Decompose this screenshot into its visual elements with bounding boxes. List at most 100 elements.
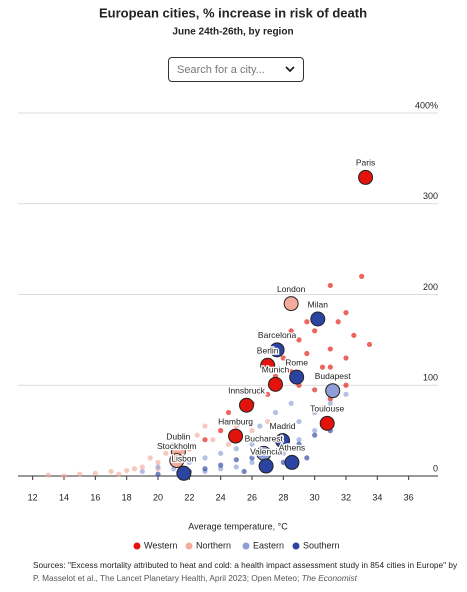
point <box>241 468 247 475</box>
point <box>124 467 130 474</box>
point <box>280 450 286 456</box>
city-point <box>228 428 244 444</box>
point <box>351 332 357 338</box>
city-point <box>284 454 300 470</box>
point <box>335 319 341 325</box>
point <box>327 346 333 352</box>
x-tick-label: 24 <box>216 492 226 502</box>
point <box>155 471 161 477</box>
city-label: Innsbruck <box>228 385 266 395</box>
point <box>233 446 239 452</box>
point <box>61 473 67 479</box>
point <box>218 450 224 456</box>
point <box>312 387 318 393</box>
city-point <box>258 458 274 474</box>
legend-marker <box>292 542 300 550</box>
y-tick-label: 400% <box>415 100 438 110</box>
point <box>45 472 51 478</box>
legend-label: Western <box>144 540 177 550</box>
point <box>296 437 302 443</box>
point <box>304 319 310 325</box>
city-point <box>325 383 341 399</box>
point <box>108 468 114 475</box>
point <box>249 428 255 434</box>
x-tick-label: 22 <box>184 492 194 502</box>
point <box>312 409 318 416</box>
point <box>327 282 333 289</box>
point <box>249 455 255 461</box>
x-tick-label: 18 <box>122 492 132 502</box>
point <box>296 441 302 447</box>
x-tick-label: 20 <box>153 492 163 502</box>
chevron <box>285 66 295 73</box>
city-point <box>269 342 285 358</box>
y-tick-label: 100 <box>423 373 438 383</box>
y-tick-label: 200 <box>423 282 438 292</box>
point <box>218 428 224 434</box>
point <box>202 437 208 443</box>
point <box>304 455 310 461</box>
point <box>343 382 349 388</box>
city-point <box>275 433 291 449</box>
legend-label: Southern <box>303 540 340 550</box>
point <box>265 418 271 425</box>
city-label: Milan <box>308 299 329 309</box>
city-point <box>310 311 326 327</box>
point <box>327 364 333 370</box>
point <box>186 446 192 452</box>
point <box>249 441 255 447</box>
city-label: Bucharest <box>245 434 284 444</box>
city-point <box>239 397 255 413</box>
legend-marker <box>185 542 193 550</box>
point <box>296 337 302 343</box>
legend-marker <box>242 542 250 550</box>
point <box>312 328 318 334</box>
x-axis-label: Average temperature, °C <box>188 521 288 531</box>
city-label: Lisbon <box>171 454 196 464</box>
point <box>280 355 286 361</box>
point <box>296 418 302 425</box>
point <box>249 459 255 465</box>
city-label: Munich <box>262 365 290 375</box>
city-search[interactable]: Search for a city... <box>168 57 304 82</box>
point <box>147 455 153 461</box>
city-point <box>268 376 283 392</box>
point <box>366 341 373 348</box>
point <box>233 457 239 463</box>
city-point <box>283 296 299 312</box>
point <box>202 423 208 429</box>
point <box>265 391 271 397</box>
city-point <box>169 453 185 469</box>
city-label: Stockholm <box>157 441 197 451</box>
y-tick-label: 300 <box>423 191 438 201</box>
point <box>312 300 318 307</box>
point <box>139 464 145 470</box>
city-point <box>358 169 374 185</box>
legend-label: Northern <box>196 540 231 550</box>
point <box>312 432 318 438</box>
point <box>218 418 224 425</box>
point <box>233 423 239 429</box>
city-label: Valencia <box>250 446 282 456</box>
city-label: Dublin <box>166 432 190 442</box>
x-tick-label: 16 <box>90 492 100 502</box>
point <box>265 437 271 443</box>
point <box>218 462 224 468</box>
city-label: Paris <box>356 158 375 168</box>
city-label: Barcelona <box>258 330 297 340</box>
chart-title: European cities, % increase in risk of d… <box>99 5 367 20</box>
legend-label: Eastern <box>253 540 284 550</box>
source: Sources: "Excess mortality attributed to… <box>33 560 458 570</box>
city-label: Hamburg <box>218 416 253 426</box>
point <box>77 471 83 477</box>
x-tick-label: 32 <box>341 492 351 502</box>
point <box>272 409 279 416</box>
point <box>343 391 349 397</box>
point <box>155 464 161 470</box>
y-tick-label: 0 <box>433 463 438 473</box>
x-tick-label: 36 <box>404 492 414 502</box>
point <box>218 466 224 472</box>
search-placeholder: Search for a city... <box>177 64 265 76</box>
city-label: Madrid <box>270 421 296 431</box>
